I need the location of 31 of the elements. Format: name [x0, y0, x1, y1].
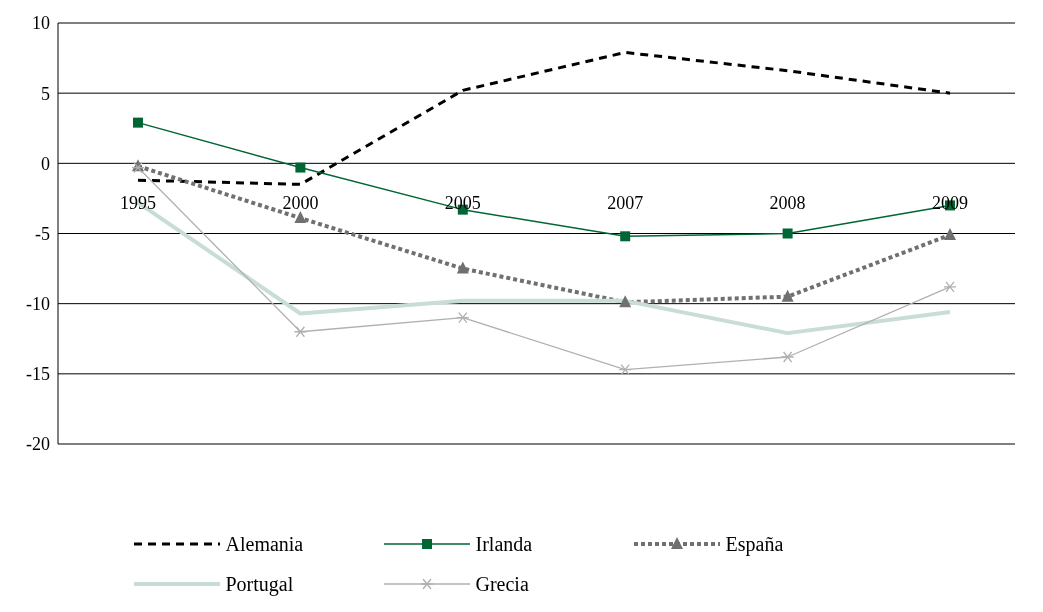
y-tick-label: -10	[26, 294, 50, 315]
x-tick-label: 2007	[607, 192, 644, 213]
point	[780, 351, 795, 363]
y-tick-label: -15	[26, 364, 50, 385]
y-tick-label: 5	[41, 83, 50, 104]
legend-label: Portugal	[225, 572, 294, 596]
point	[781, 289, 794, 302]
point	[619, 295, 632, 308]
point	[618, 363, 632, 376]
point	[943, 281, 957, 293]
x-tick-label: 2008	[769, 192, 806, 213]
y-tick-label: -20	[26, 434, 50, 455]
x-tick-label: 2009	[932, 192, 968, 213]
legend-label: Grecia	[475, 572, 529, 596]
y-tick-label: 10	[32, 13, 50, 34]
point	[944, 227, 956, 240]
legend-label: Irlanda	[475, 532, 533, 556]
point	[295, 162, 306, 173]
point	[456, 261, 469, 274]
x-tick-label: 2000	[282, 192, 319, 213]
point	[293, 326, 308, 338]
x-tick-label: 1995	[120, 192, 156, 213]
legend-label: España	[725, 532, 784, 556]
y-tick-label: 0	[41, 153, 50, 174]
legend-label: Alemania	[225, 532, 304, 556]
point	[456, 312, 470, 324]
point	[620, 231, 631, 242]
point	[294, 211, 307, 224]
point	[133, 117, 143, 128]
y-tick-label: -5	[35, 223, 50, 244]
point	[782, 228, 793, 239]
